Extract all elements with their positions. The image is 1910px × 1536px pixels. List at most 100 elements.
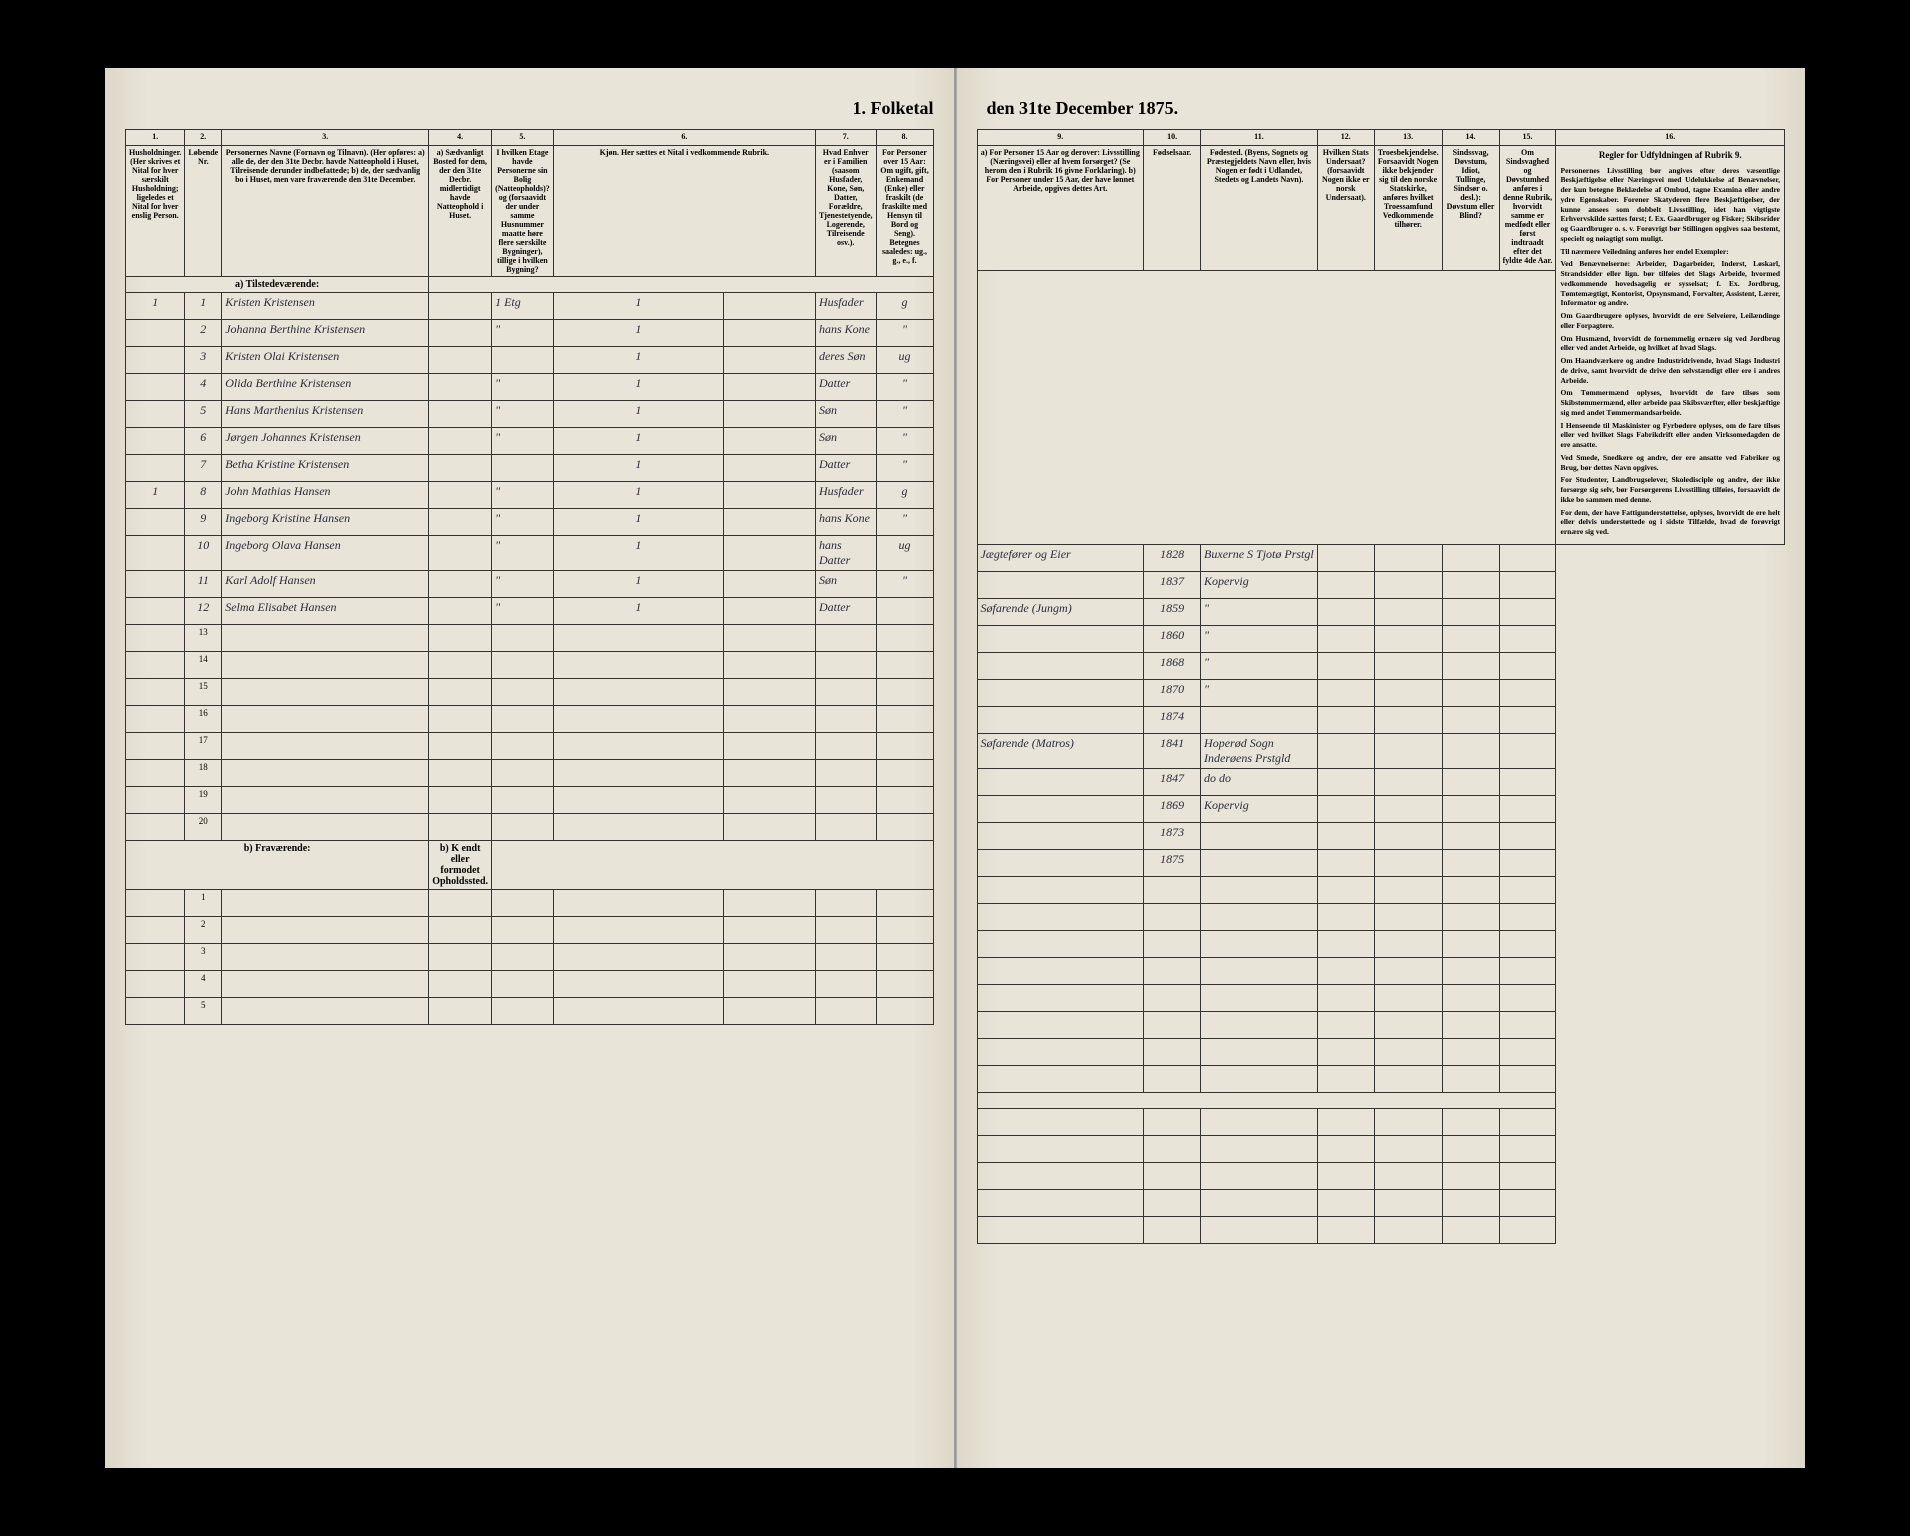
h6: Kjøn. Her sættes et Nital i vedkommende …	[553, 146, 815, 277]
col-4: 4.	[429, 130, 492, 146]
table-row: 1870 "	[977, 679, 1785, 706]
table-row: 1 1 Kristen Kristensen 1 Etg 1 Husfader …	[126, 293, 934, 320]
h12: Hvilken Stats Undersaat? (forsaavidt Nog…	[1317, 146, 1374, 271]
table-row: 5	[126, 998, 934, 1025]
census-book: 1. Folketal 1. 2. 3. 4. 5. 6. 7. 8. Hush…	[105, 68, 1805, 1468]
table-row: 10 Ingeborg Olava Hansen " 1 hans Datter…	[126, 536, 934, 571]
table-row	[977, 1108, 1785, 1135]
rules-paragraph: I Henseende til Maskinister og Fyrbødere…	[1560, 421, 1780, 450]
rules-paragraph: Om Tømmermænd oplyses, hvorvidt de fare …	[1560, 388, 1780, 417]
col-8: 8.	[876, 130, 933, 146]
rules-paragraph: Ved Smede, Snedkere og andre, der ere an…	[1560, 453, 1780, 473]
table-row	[977, 957, 1785, 984]
col-3: 3.	[222, 130, 429, 146]
col-13: 13.	[1374, 130, 1442, 146]
table-row: 2	[126, 917, 934, 944]
table-row: Jægtefører og Eier 1828 Buxerne S Tjotø …	[977, 544, 1785, 571]
table-row	[977, 930, 1785, 957]
table-row: 3	[126, 944, 934, 971]
rules-paragraph: Om Gaardbrugere oplyses, hvorvidt de ere…	[1560, 311, 1780, 331]
table-row	[977, 1038, 1785, 1065]
table-row: Søfarende (Jungm) 1859 "	[977, 598, 1785, 625]
table-row	[977, 1162, 1785, 1189]
h14: Sindssvag, Døvstum, Idiot, Tullinge, Sin…	[1442, 146, 1499, 271]
col-16: 16.	[1556, 130, 1785, 146]
table-row: 1860 "	[977, 625, 1785, 652]
rules-paragraph: Til nærmere Veiledning anføres her endel…	[1560, 247, 1780, 257]
table-row	[977, 1189, 1785, 1216]
title-left: 1. Folketal	[125, 98, 934, 119]
rules-paragraph: Om Husmænd, hvorvidt de fornemmelig ernæ…	[1560, 334, 1780, 354]
table-row: 16	[126, 706, 934, 733]
h7: Hvad Enhver er i Familien (saasom Husfad…	[815, 146, 876, 277]
table-row: 13	[126, 625, 934, 652]
table-row: 7 Betha Kristine Kristensen 1 Datter "	[126, 455, 934, 482]
h4: a) Sædvanligt Bosted for dem, der den 31…	[429, 146, 492, 277]
col-6: 6.	[553, 130, 815, 146]
section-b: b) Fraværende:	[126, 841, 429, 890]
section-b-note: b) K endt eller formodet Opholdssted.	[429, 841, 492, 890]
table-row: 11 Karl Adolf Hansen " 1 Søn "	[126, 571, 934, 598]
table-row: 1869 Kopervig	[977, 795, 1785, 822]
table-row: 1873	[977, 822, 1785, 849]
table-row: 18	[126, 760, 934, 787]
table-row: 4 Olida Berthine Kristensen " 1 Datter "	[126, 374, 934, 401]
rules-paragraph: Om Haandværkere og andre Industridrivend…	[1560, 356, 1780, 385]
table-row: 14	[126, 652, 934, 679]
section-a: a) Tilstedeværende:	[126, 277, 429, 293]
h5: I hvilken Etage havde Personerne sin Bol…	[492, 146, 554, 277]
census-table-left: 1. 2. 3. 4. 5. 6. 7. 8. Husholdninger. (…	[125, 129, 934, 1025]
rules-column: Regler for Udfyldningen af Rubrik 9. Per…	[1556, 146, 1785, 545]
table-row: 3 Kristen Olai Kristensen 1 deres Søn ug	[126, 347, 934, 374]
h15: Om Sindsvaghed og Døvstumhed anføres i d…	[1499, 146, 1556, 271]
col-1: 1.	[126, 130, 185, 146]
table-row: 15	[126, 679, 934, 706]
table-row: 17	[126, 733, 934, 760]
h3: Personernes Navne (Fornavn og Tilnavn). …	[222, 146, 429, 277]
col-2: 2.	[185, 130, 222, 146]
right-page: den 31te December 1875. 9. 10. 11. 12. 1…	[956, 68, 1806, 1468]
col-12: 12.	[1317, 130, 1374, 146]
rules-title: Regler for Udfyldningen af Rubrik 9.	[1560, 150, 1780, 162]
h13: Troesbekjendelse. Forsaavidt Nogen ikke …	[1374, 146, 1442, 271]
table-row	[977, 1065, 1785, 1092]
h10: Fødselsaar.	[1144, 146, 1201, 271]
table-row: 12 Selma Elisabet Hansen " 1 Datter	[126, 598, 934, 625]
table-row: 1847 do do	[977, 768, 1785, 795]
col-9: 9.	[977, 130, 1144, 146]
table-row: 1875	[977, 849, 1785, 876]
rules-paragraph: Ved Benævnelserne: Arbeider, Dagarbeider…	[1560, 259, 1780, 308]
col-10: 10.	[1144, 130, 1201, 146]
h2: Løbende Nr.	[185, 146, 222, 277]
table-row	[977, 1011, 1785, 1038]
census-table-right: 9. 10. 11. 12. 13. 14. 15. 16. a) For Pe…	[977, 129, 1786, 1244]
rules-text: Personernes Livsstilling bør angives eft…	[1560, 166, 1780, 537]
rules-paragraph: For Studenter, Landbrugselever, Skoledis…	[1560, 475, 1780, 504]
table-row: 4	[126, 971, 934, 998]
col-14: 14.	[1442, 130, 1499, 146]
table-row	[977, 1135, 1785, 1162]
col-15: 15.	[1499, 130, 1556, 146]
table-row	[977, 903, 1785, 930]
table-row: 5 Hans Marthenius Kristensen " 1 Søn "	[126, 401, 934, 428]
h9: a) For Personer 15 Aar og derover: Livss…	[977, 146, 1144, 271]
table-row: 2 Johanna Berthine Kristensen " 1 hans K…	[126, 320, 934, 347]
col-7: 7.	[815, 130, 876, 146]
rules-paragraph: Personernes Livsstilling bør angives eft…	[1560, 166, 1780, 244]
col-5: 5.	[492, 130, 554, 146]
table-row: 20	[126, 814, 934, 841]
table-row: 1837 Kopervig	[977, 571, 1785, 598]
table-row	[977, 876, 1785, 903]
left-page: 1. Folketal 1. 2. 3. 4. 5. 6. 7. 8. Hush…	[105, 68, 956, 1468]
table-row: Søfarende (Matros) 1841 Hoperød Sogn Ind…	[977, 733, 1785, 768]
title-right: den 31te December 1875.	[977, 98, 1786, 119]
table-row: 1	[126, 890, 934, 917]
table-row: 1874	[977, 706, 1785, 733]
rules-paragraph: For dem, der have Fattigunderstøttelse, …	[1560, 508, 1780, 537]
table-row	[977, 984, 1785, 1011]
table-row: 1 8 John Mathias Hansen " 1 Husfader g	[126, 482, 934, 509]
h11: Fødested. (Byens, Sognets og Præstegjeld…	[1201, 146, 1318, 271]
h1: Husholdninger. (Her skrives et Nital for…	[126, 146, 185, 277]
table-row	[977, 1216, 1785, 1243]
table-row: 19	[126, 787, 934, 814]
